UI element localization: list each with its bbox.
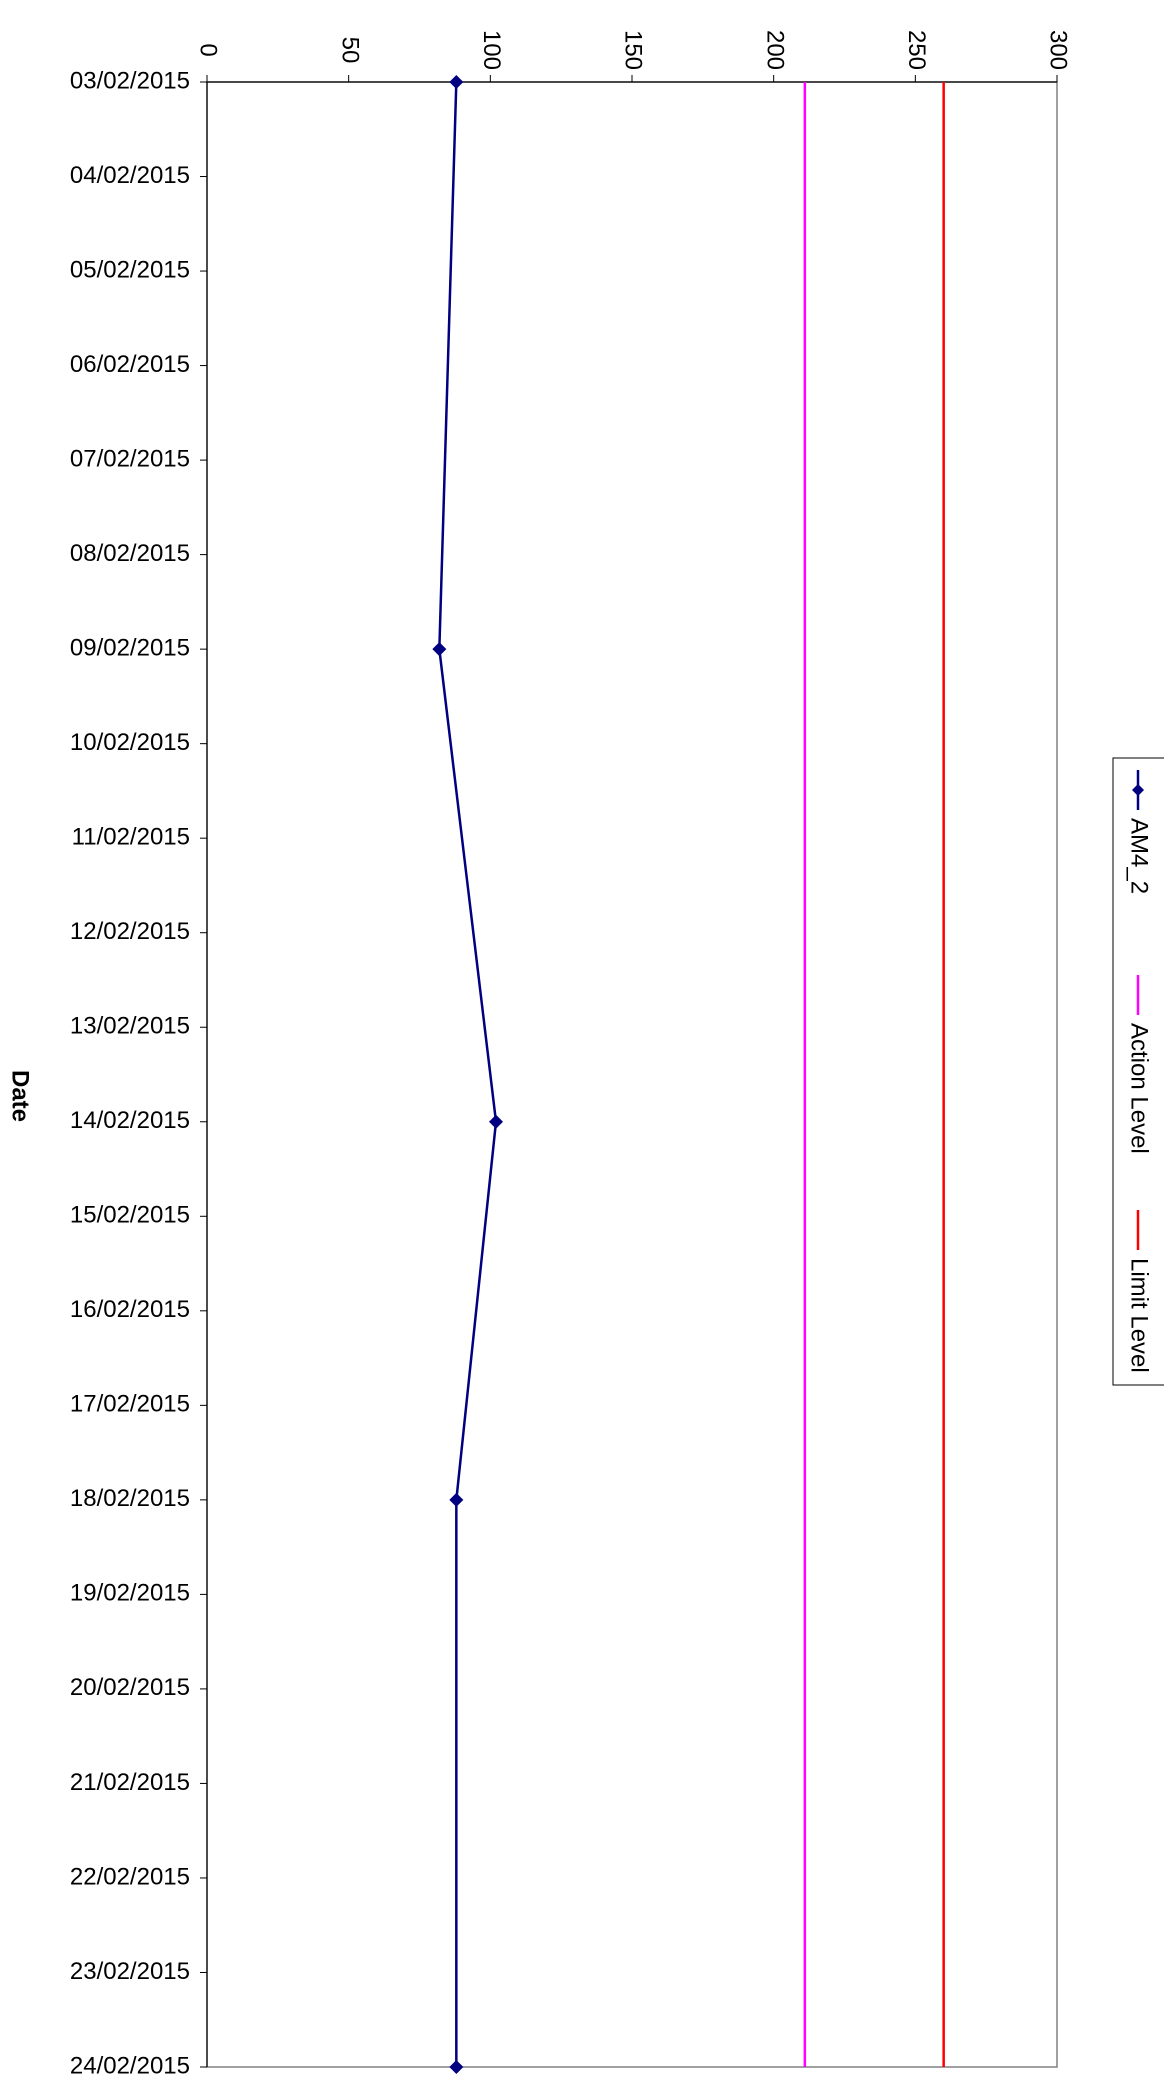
date-tick-label: 10/02/2015 — [70, 729, 190, 756]
date-tick-label: 06/02/2015 — [70, 351, 190, 378]
date-tick-label: 19/02/2015 — [70, 1580, 190, 1607]
date-tick-label: 14/02/2015 — [70, 1107, 190, 1134]
date-tick-label: 22/02/2015 — [70, 1863, 190, 1890]
plot-area — [206, 81, 1058, 2068]
value-tick-label: 250 — [903, 30, 930, 70]
data-point-marker — [449, 1492, 464, 1507]
value-tick-label: 0 — [195, 43, 222, 56]
data-point-marker — [449, 2060, 464, 2074]
date-tick-label: 20/02/2015 — [70, 1674, 190, 1701]
value-tick-label: 50 — [336, 37, 363, 64]
date-tick-label: 16/02/2015 — [70, 1296, 190, 1323]
date-tick-label: 18/02/2015 — [70, 1485, 190, 1512]
legend-box — [1112, 757, 1164, 1386]
date-tick-label: 07/02/2015 — [70, 445, 190, 472]
legend-label-limit-level: Limit Level — [1126, 1258, 1153, 1373]
series-layer — [432, 75, 945, 2074]
date-tick-label: 11/02/2015 — [72, 824, 190, 851]
data-point-marker — [432, 642, 447, 657]
data-point-marker — [449, 75, 464, 89]
date-tick-label: 13/02/2015 — [70, 1013, 190, 1040]
date-tick-label: 04/02/2015 — [70, 162, 190, 189]
legend-label-am4-2: AM4_2 — [1126, 818, 1153, 894]
value-tick-label: 100 — [478, 30, 505, 70]
date-tick-label: 17/02/2015 — [70, 1391, 190, 1418]
value-tick-label: 200 — [761, 30, 788, 70]
date-tick-label: 08/02/2015 — [70, 540, 190, 567]
date-tick-label: 05/02/2015 — [70, 256, 190, 283]
date-tick-label: 24/02/2015 — [70, 2052, 190, 2079]
axis-layer: 0 50 100 150 200 250 300 03/02/2015 04/02/2015 05… — [70, 30, 1072, 2079]
legend-marker-am4-2 — [1132, 784, 1144, 796]
data-point-marker — [489, 1114, 503, 1129]
value-tick-label: 300 — [1045, 30, 1072, 70]
legend: AM4_2 Action Level Limit Level — [1112, 757, 1164, 1386]
date-tick-label: 15/02/2015 — [70, 1202, 190, 1229]
date-tick-label: 09/02/2015 — [70, 634, 190, 661]
date-tick-label: 12/02/2015 — [70, 918, 190, 945]
legend-label-action-level: Action Level — [1126, 1023, 1153, 1154]
date-tick-label: 21/02/2015 — [70, 1769, 190, 1796]
value-tick-label: 150 — [620, 30, 647, 70]
date-tick-label: 03/02/2015 — [70, 67, 190, 94]
x-axis-title: Date — [7, 1070, 34, 1122]
date-tick-label: 23/02/2015 — [70, 1958, 190, 1985]
